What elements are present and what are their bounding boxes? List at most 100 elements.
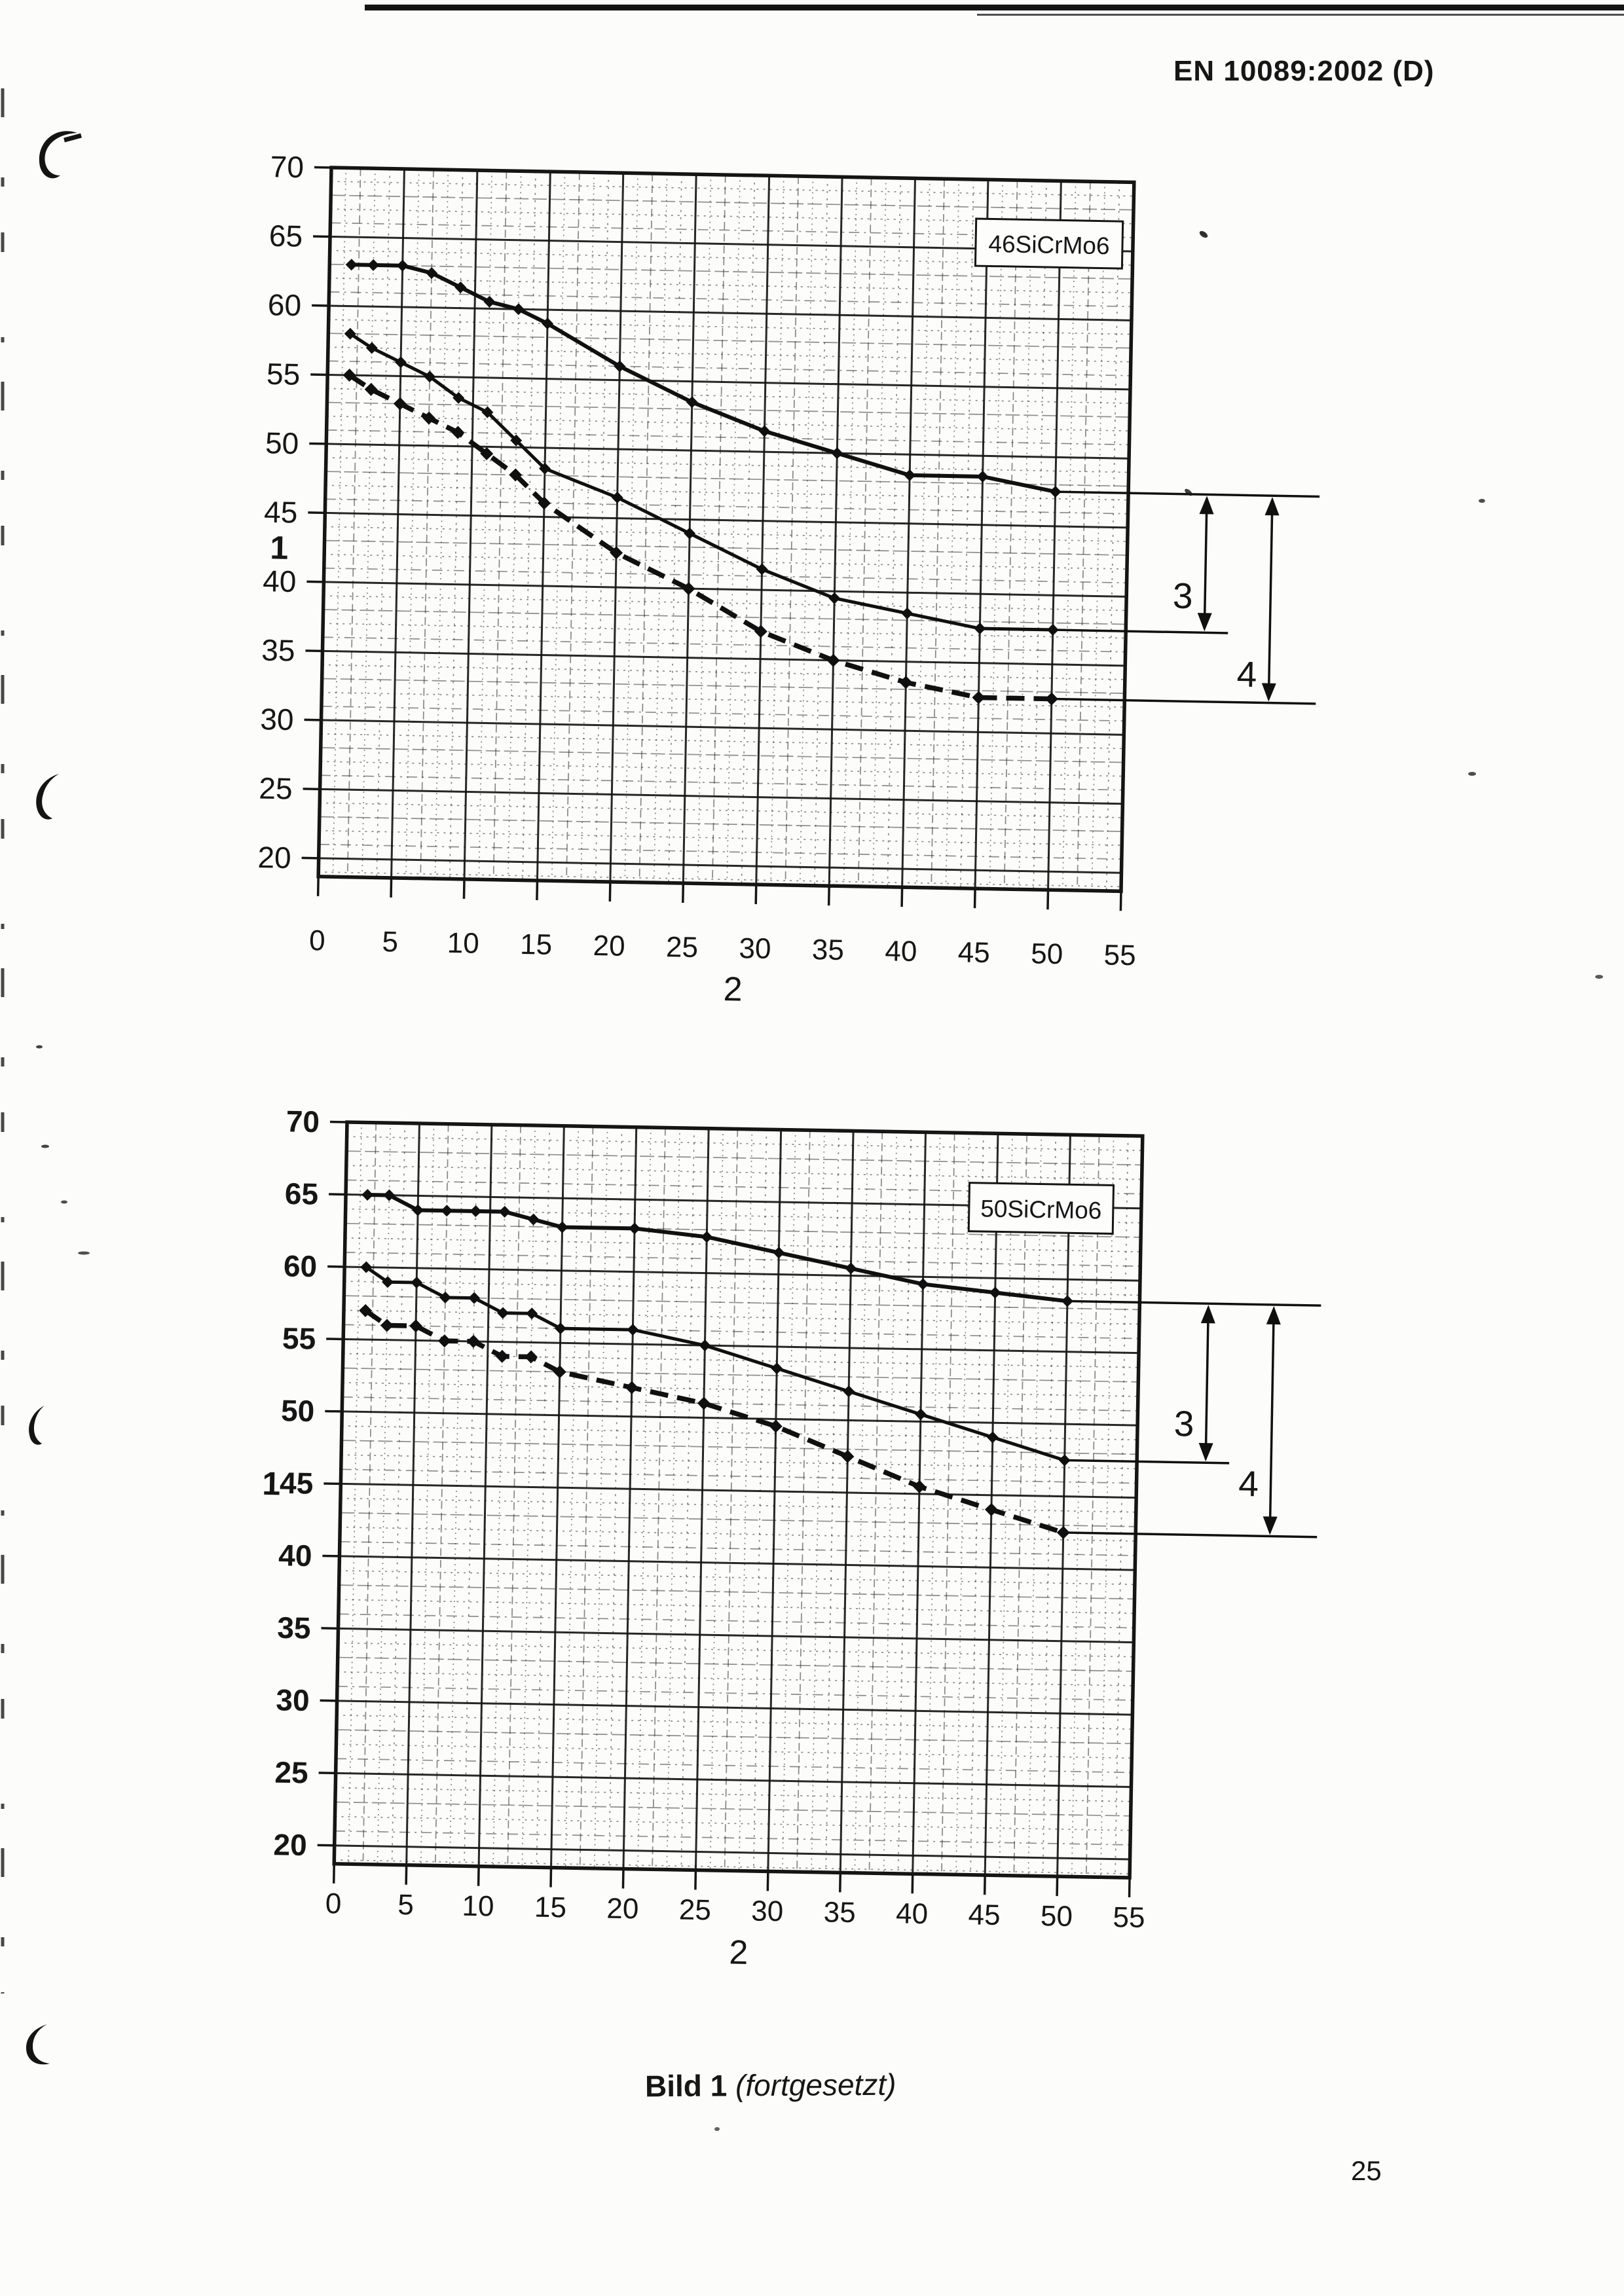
x-tick <box>316 876 320 896</box>
y-tick-label-20: 20 <box>257 840 291 875</box>
y-tick-label-70: 70 <box>270 149 304 184</box>
grid-minor-v <box>811 1130 825 1872</box>
grid-minor-v <box>724 1129 739 1871</box>
series-upper-marker <box>976 470 989 483</box>
grid-minor-v <box>652 1127 666 1870</box>
grid-minor-h <box>330 222 1134 238</box>
x-tick-label-40: 40 <box>896 1897 929 1930</box>
grid-major-v <box>755 175 771 885</box>
grid-minor-v <box>796 1130 811 1872</box>
scan-speck <box>61 1200 67 1204</box>
grid-minor-v <box>637 1127 652 1869</box>
grid-minor-h <box>327 415 1130 432</box>
series-upper-marker <box>512 303 525 316</box>
x-tick-label-20: 20 <box>593 930 625 962</box>
series-middle-marker <box>360 1261 373 1273</box>
grid-major-v <box>390 169 405 878</box>
grid-minor-v <box>897 1132 912 1874</box>
series-upper-marker <box>367 259 380 271</box>
series-lower-marker <box>841 1449 855 1463</box>
grid-major-h <box>341 1482 1137 1499</box>
plot-border <box>332 1120 1145 1880</box>
grid-minor-v <box>376 168 390 878</box>
series-lower-marker <box>437 1334 451 1348</box>
series-upper-marker <box>989 1286 1001 1299</box>
header-rule-thin <box>977 14 1624 16</box>
y-tick-label-70: 70 <box>286 1104 320 1139</box>
grid-minor-h <box>321 705 1124 722</box>
grid-major-h <box>344 1266 1140 1282</box>
scan-speck <box>41 1144 49 1148</box>
grid-major-h <box>323 581 1127 598</box>
grid-minor-h <box>346 1165 1142 1180</box>
grid-minor-h <box>344 1237 1141 1252</box>
y-tick-label-40: 40 <box>263 564 297 598</box>
series-lower-marker <box>393 397 407 410</box>
grid-minor-v <box>741 175 756 884</box>
grid-minor-h <box>346 1179 1142 1195</box>
grid-major-v <box>1047 181 1062 890</box>
series-upper-marker <box>629 1222 641 1235</box>
grid-major-h <box>339 1555 1135 1571</box>
grid-minor-v <box>1042 1134 1057 1876</box>
x-tick-label-15: 15 <box>520 928 553 961</box>
grid-minor-h <box>335 1815 1131 1831</box>
arrowhead-down <box>1198 1443 1213 1462</box>
grid-minor-h <box>344 1252 1141 1267</box>
grid-minor-v <box>680 1128 695 1870</box>
grid-major-h <box>338 1627 1134 1644</box>
series-lower-marker <box>913 1480 927 1493</box>
grid-minor-h <box>319 829 1122 846</box>
grid-minor-v <box>931 179 945 888</box>
x-tick <box>682 883 685 903</box>
y-axis-label: 1 <box>262 1465 281 1502</box>
x-tick-label-10: 10 <box>447 927 479 960</box>
x-tick-label-35: 35 <box>823 1896 856 1929</box>
grid-minor-v <box>926 1132 941 1874</box>
series-middle-marker <box>828 592 841 604</box>
grid-minor-h <box>323 595 1126 611</box>
y-axis-label: 1 <box>270 529 289 566</box>
grid-minor-h <box>345 1222 1141 1238</box>
grid-minor-v <box>377 1123 392 1865</box>
series-upper-marker <box>701 1231 713 1243</box>
grid-minor-v <box>959 179 974 888</box>
grid-minor-h <box>335 1787 1132 1802</box>
grid-minor-v <box>1013 1134 1027 1876</box>
grid-major-h <box>320 788 1123 805</box>
x-tick <box>839 1872 842 1893</box>
grid-minor-v <box>883 1131 898 1874</box>
grid-minor-h <box>343 1309 1139 1325</box>
grid-minor-h <box>322 678 1125 694</box>
grid-minor-v <box>579 1126 594 1868</box>
series-upper-marker <box>483 295 496 308</box>
series-lower-marker <box>984 1503 998 1516</box>
series-upper-marker <box>845 1262 857 1275</box>
x-tick-label-50: 50 <box>1041 1900 1073 1933</box>
series-lower-marker <box>610 546 623 560</box>
grid-minor-h <box>324 539 1128 556</box>
y-tick-label-55: 55 <box>282 1321 316 1356</box>
grid-major-h <box>337 1700 1133 1716</box>
grid-minor-h <box>319 843 1122 860</box>
scan-speck <box>78 1251 90 1255</box>
series-middle-marker <box>424 371 436 383</box>
grid-minor-v <box>1100 1135 1115 1878</box>
x-tick-label-45: 45 <box>957 936 990 969</box>
grade-label: 46SiCrMo6 <box>988 230 1110 259</box>
x-tick-label-0: 0 <box>309 924 325 957</box>
series-middle-marker <box>986 1431 999 1444</box>
x-tick <box>390 877 393 898</box>
grid-minor-h <box>342 1367 1139 1383</box>
grid-minor-h <box>340 1512 1136 1527</box>
y-tick-label-30: 30 <box>276 1683 310 1717</box>
x-axis-label: 2 <box>729 1933 748 1971</box>
series-middle-marker <box>411 1276 423 1288</box>
grid-minor-v <box>449 170 464 879</box>
reference-leader-32.5 <box>1051 697 1316 705</box>
x-tick-label-40: 40 <box>885 935 917 968</box>
grid-minor-h <box>320 747 1124 763</box>
scan-speck <box>1595 975 1603 979</box>
grid-minor-v <box>941 1133 955 1875</box>
grid-minor-h <box>342 1396 1138 1412</box>
